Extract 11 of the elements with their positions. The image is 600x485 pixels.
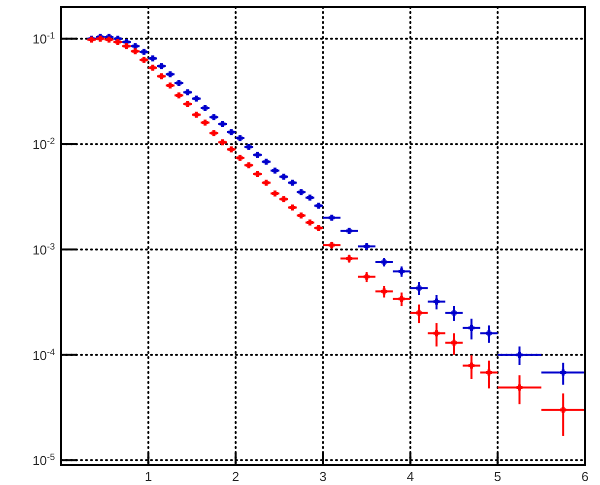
x-tick-label: 6 xyxy=(581,469,589,484)
y-tick-label: 10$^{-1}$ xyxy=(32,30,55,47)
x-tick-label: 2 xyxy=(232,469,240,484)
x-tick-label: 4 xyxy=(406,469,414,484)
y-tick-label: 10$^{-2}$ xyxy=(32,136,55,152)
y-tick-label: 10$^{-4}$ xyxy=(32,346,55,363)
y-tick-label: 10$^{-3}$ xyxy=(32,241,55,258)
x-tick-label: 3 xyxy=(319,469,327,484)
x-tick-label: 5 xyxy=(494,469,502,484)
y-tick-label: 10$^{-5}$ xyxy=(32,452,55,468)
x-tick-label: 1 xyxy=(144,469,152,484)
